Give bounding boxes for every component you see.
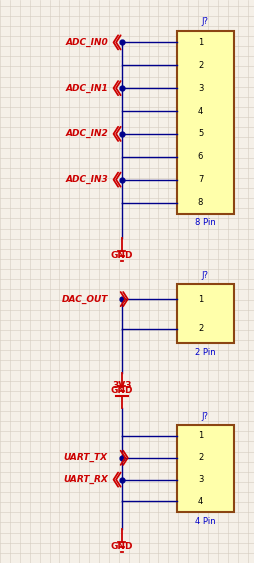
- Text: 5: 5: [198, 129, 203, 138]
- Text: 3V3: 3V3: [112, 381, 132, 390]
- Text: 2 Pin: 2 Pin: [195, 348, 215, 357]
- Text: 4: 4: [198, 497, 203, 506]
- Bar: [177, 425, 234, 512]
- Text: 6: 6: [198, 152, 203, 161]
- Text: UART_RX: UART_RX: [63, 475, 108, 484]
- Bar: [177, 31, 234, 214]
- Text: 2: 2: [198, 61, 203, 70]
- Text: GND: GND: [111, 386, 133, 395]
- Text: 7: 7: [198, 175, 203, 184]
- Text: 3: 3: [198, 84, 203, 93]
- Text: ADC_IN0: ADC_IN0: [65, 38, 108, 47]
- Text: 2: 2: [198, 453, 203, 462]
- Text: 1: 1: [198, 38, 203, 47]
- Text: 3: 3: [198, 475, 203, 484]
- Text: UART_TX: UART_TX: [64, 453, 108, 462]
- Text: ADC_IN2: ADC_IN2: [65, 129, 108, 138]
- Text: J?: J?: [202, 17, 209, 26]
- Text: 1: 1: [198, 294, 203, 303]
- Bar: [177, 284, 234, 343]
- Text: GND: GND: [111, 542, 133, 551]
- Text: 4: 4: [198, 106, 203, 115]
- Text: ADC_IN3: ADC_IN3: [65, 175, 108, 184]
- Text: 1: 1: [198, 431, 203, 440]
- Text: DAC_OUT: DAC_OUT: [61, 294, 108, 303]
- Text: J?: J?: [202, 412, 209, 421]
- Text: ADC_IN1: ADC_IN1: [65, 83, 108, 93]
- Text: J?: J?: [202, 271, 209, 280]
- Text: 8 Pin: 8 Pin: [195, 218, 215, 227]
- Text: GND: GND: [111, 251, 133, 260]
- Text: 8: 8: [198, 198, 203, 207]
- Text: 2: 2: [198, 324, 203, 333]
- Text: 4 Pin: 4 Pin: [195, 517, 215, 526]
